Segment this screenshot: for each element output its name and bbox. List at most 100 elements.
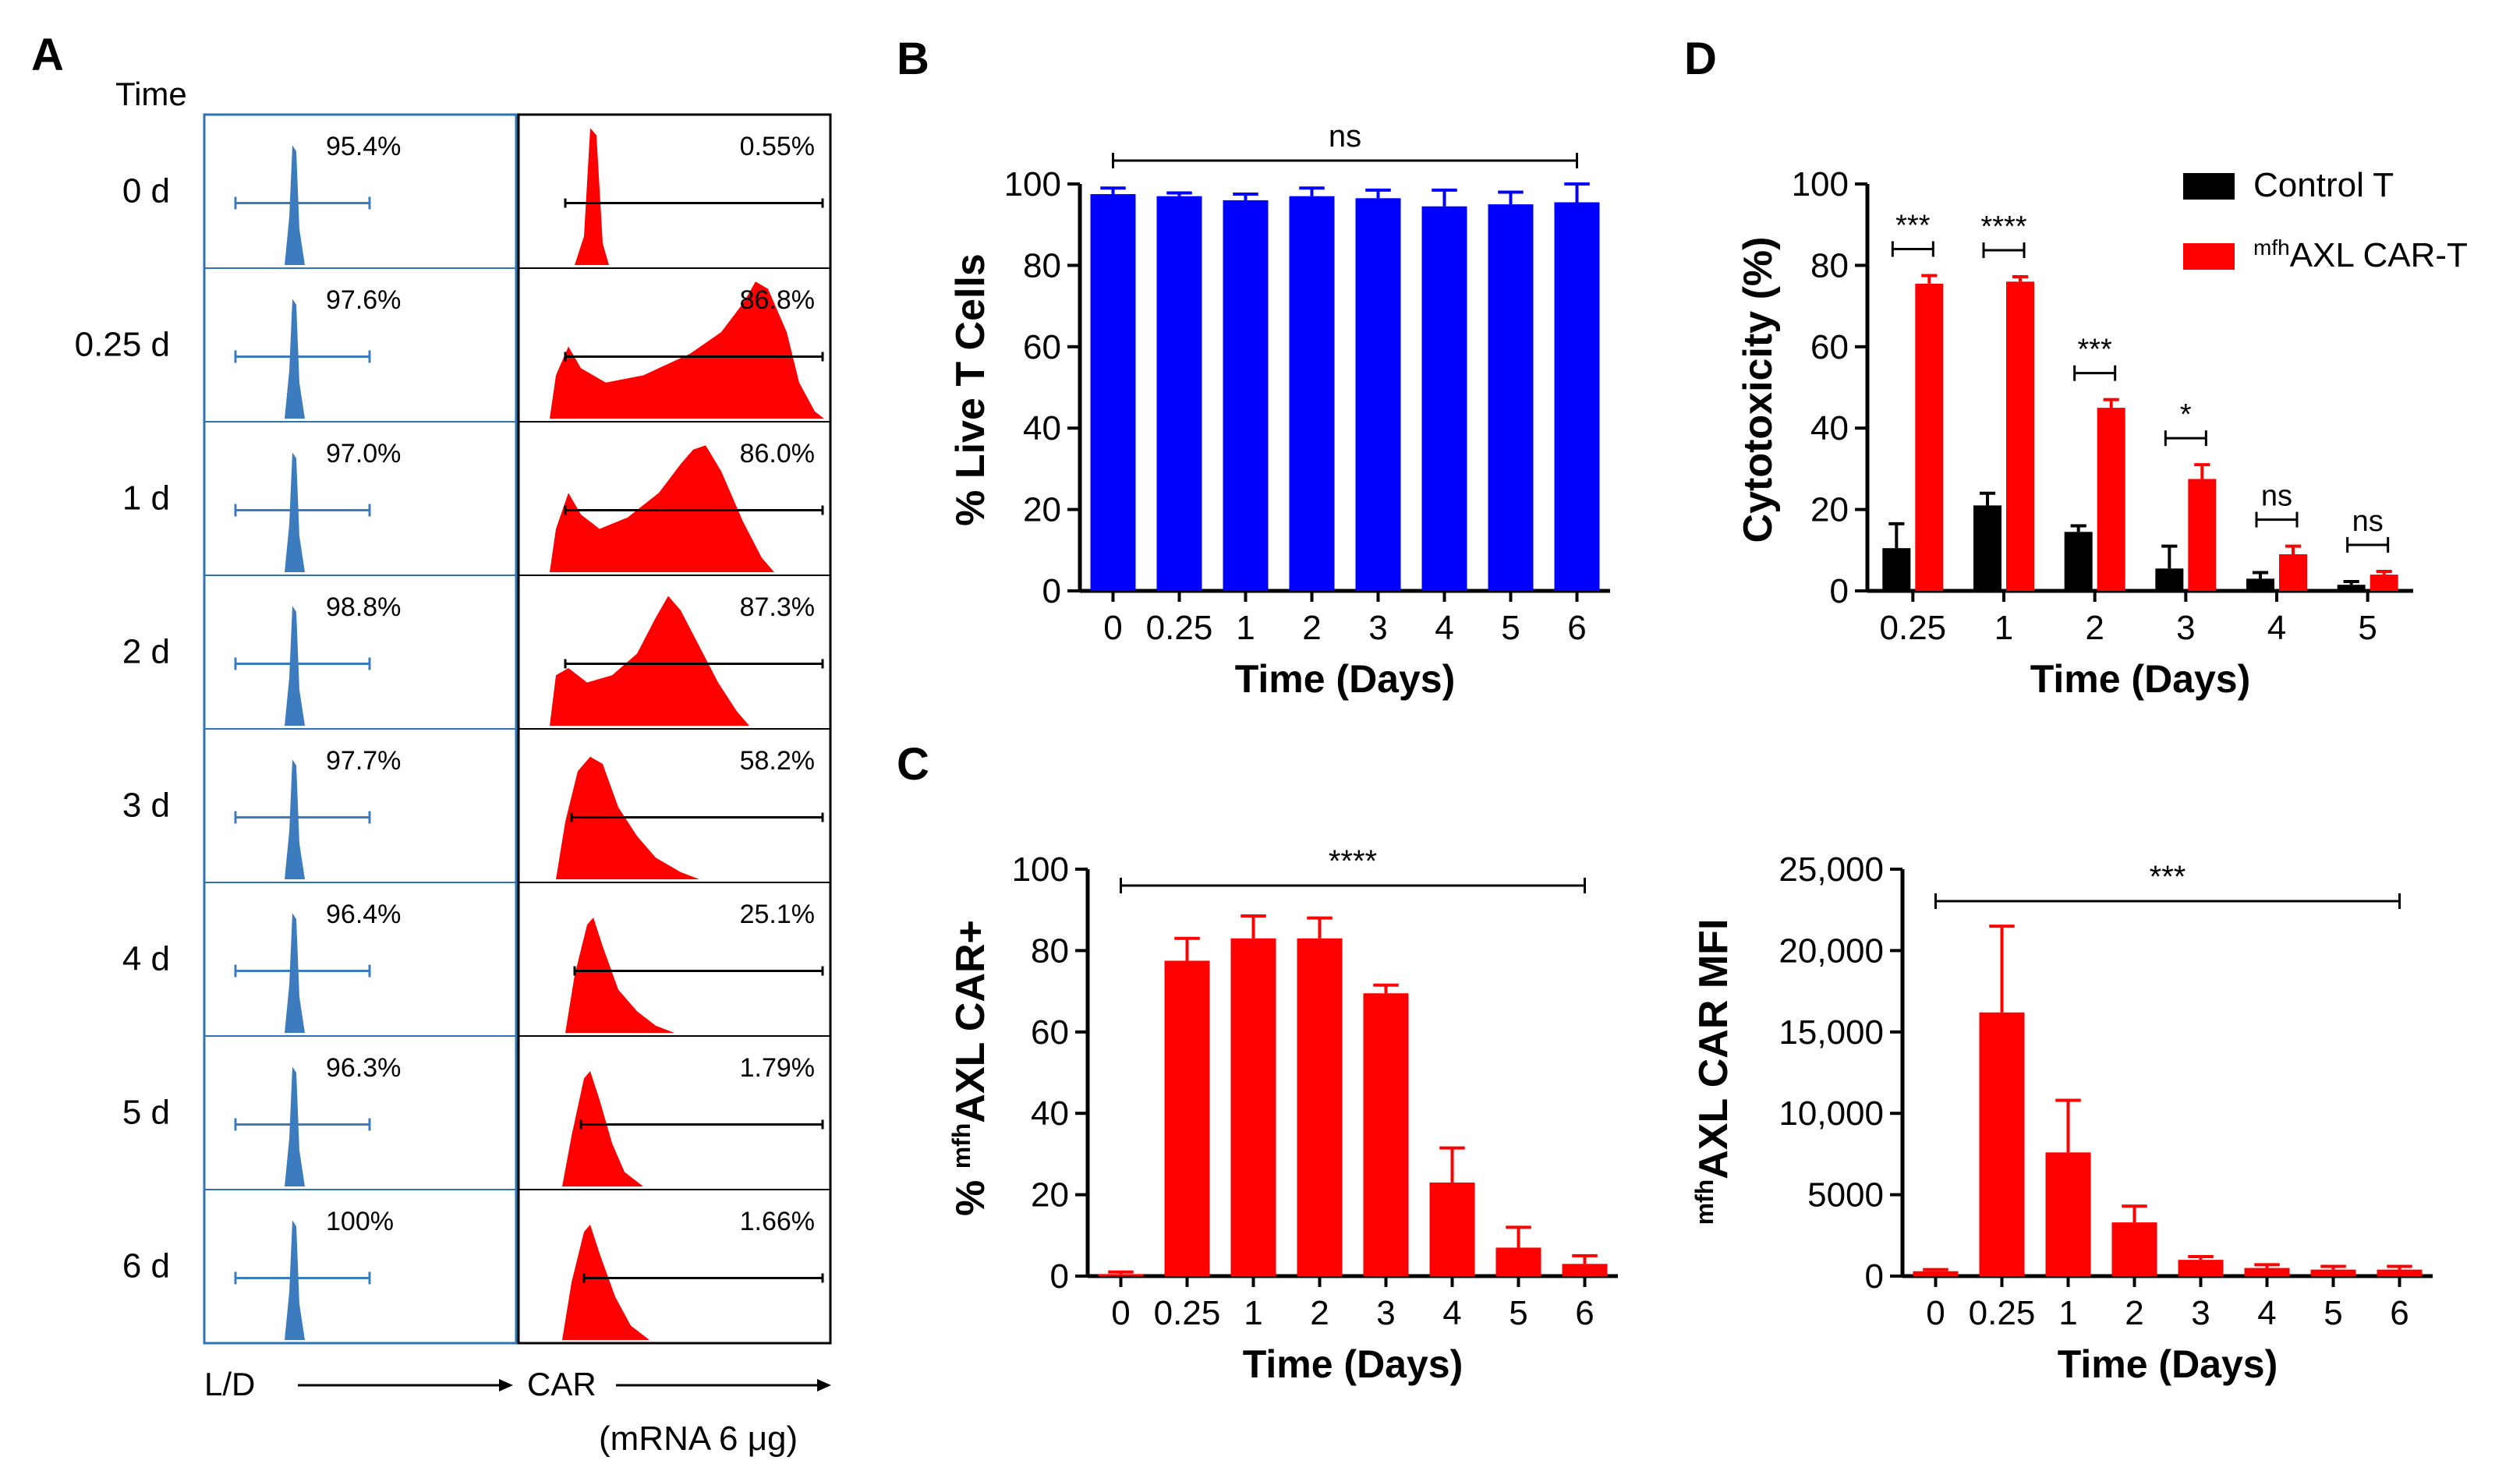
bar — [2188, 479, 2217, 591]
time-label: 6 d — [122, 1247, 170, 1285]
x-tick-label: 0.25 — [1969, 1294, 2036, 1332]
bar — [1156, 196, 1202, 591]
x-tick-label: 2 — [1310, 1294, 1329, 1332]
y-tick-label: 20 — [1023, 491, 1061, 529]
x-tick-label: 1 — [2058, 1294, 2077, 1332]
bar — [1495, 1247, 1541, 1276]
car-histogram — [562, 1225, 649, 1340]
bar — [1098, 1274, 1144, 1276]
y-tick-label: 40 — [1031, 1094, 1069, 1133]
x-tick-label: 1 — [1244, 1294, 1262, 1332]
x-tick-label: 6 — [2390, 1294, 2409, 1332]
ld-gate-percent: 96.4% — [326, 900, 401, 929]
y-tick-label: 25,000 — [1779, 850, 1884, 889]
ld-axis-label: L/D — [204, 1366, 255, 1402]
bar — [1562, 1264, 1608, 1276]
car-histogram — [565, 918, 674, 1033]
bar — [1223, 200, 1269, 591]
x-tick-label: 5 — [2324, 1294, 2342, 1332]
y-tick-label: 80 — [1810, 246, 1849, 285]
y-tick-label: 0 — [1830, 572, 1849, 610]
bar — [1355, 198, 1401, 591]
y-axis-title: % mfhAXL CAR+ — [947, 920, 993, 1216]
bar — [1164, 960, 1210, 1276]
ld-histogram — [285, 452, 305, 572]
bar — [1090, 194, 1136, 592]
y-tick-label: 100 — [1012, 850, 1069, 889]
significance-label: *** — [2077, 334, 2112, 366]
y-axis-title: mfhAXL CAR MFI — [1690, 919, 1736, 1225]
axis-title-part: AXL CAR MFI — [1691, 919, 1736, 1179]
car-histogram — [550, 281, 824, 419]
panel-b-letter: B — [897, 34, 929, 84]
x-axis-title: Time (Days) — [2030, 657, 2251, 701]
x-tick-label: 4 — [2267, 609, 2286, 647]
car-gate-percent: 25.1% — [740, 900, 815, 929]
bar — [1289, 196, 1335, 591]
bar — [2279, 554, 2307, 591]
panel-a: A Time 0 d 95.4% 0.55% 0.25 d 97.6% 86.8% 1 d 9… — [31, 30, 832, 1458]
y-tick-label: 40 — [1810, 409, 1849, 447]
car-histogram — [562, 1071, 643, 1186]
ld-histogram — [285, 1220, 305, 1340]
y-tick-label: 5000 — [1807, 1176, 1884, 1215]
bar — [1421, 206, 1467, 591]
bar — [2097, 408, 2125, 591]
ld-histogram — [285, 1066, 305, 1186]
x-tick-label: 2 — [2125, 1294, 2143, 1332]
y-tick-label: 80 — [1023, 246, 1061, 285]
bar — [2045, 1152, 2091, 1276]
time-column-header: Time — [115, 76, 187, 112]
y-tick-label: 60 — [1023, 328, 1061, 366]
bar — [2310, 1269, 2356, 1276]
panel-d-letter: D — [1684, 34, 1717, 84]
bar — [2111, 1222, 2157, 1276]
bar — [1973, 505, 2001, 591]
x-tick-label: 5 — [1509, 1294, 1527, 1332]
bar — [1915, 283, 1944, 591]
time-label: 0.25 d — [75, 326, 170, 364]
chart-b-live-t-cells: 0 20 40 60 80 100 0 0.25 1 2 3 4 5 6 Time (Days) % Live… — [948, 119, 1610, 701]
significance-label: * — [2180, 398, 2192, 431]
x-axis-title: Time (Days) — [1235, 657, 1456, 701]
x-tick-label: 4 — [2257, 1294, 2276, 1332]
car-axis-label: CAR — [527, 1366, 596, 1402]
bar — [1554, 202, 1600, 591]
significance-label: ns — [1329, 119, 1361, 154]
x-tick-label: 0 — [1103, 609, 1122, 647]
car-histogram — [556, 756, 699, 879]
legend-label-text: Control T — [2253, 166, 2394, 204]
y-tick-label: 0 — [1042, 572, 1061, 610]
significance-label: *** — [2150, 860, 2186, 894]
x-tick-label: 3 — [1376, 1294, 1395, 1332]
x-axis-title: Time (Days) — [2058, 1342, 2278, 1386]
ld-gate-percent: 96.3% — [326, 1053, 401, 1083]
ld-histogram — [285, 606, 305, 726]
x-tick-label: 3 — [2176, 609, 2195, 647]
y-tick-label: 20 — [1031, 1176, 1069, 1215]
ld-histogram — [285, 145, 305, 265]
chart-d-cytotoxicity: 0 20 40 60 80 100 0.25 1 2 3 4 5 Time (Days) Cytotoxi… — [1736, 165, 2468, 701]
bar — [2337, 585, 2366, 591]
x-tick-label: 5 — [1501, 609, 1520, 647]
y-axis-title: % Live T Cells — [948, 253, 993, 526]
y-tick-label: 100 — [1004, 165, 1061, 203]
x-tick-label: 3 — [1368, 609, 1387, 647]
significance-label: **** — [1329, 844, 1377, 879]
x-tick-label: 0 — [1926, 1294, 1945, 1332]
y-tick-label: 60 — [1031, 1013, 1069, 1052]
significance-label: ns — [2261, 480, 2292, 513]
ld-gate-percent: 100% — [326, 1207, 394, 1236]
y-tick-label: 100 — [1792, 165, 1849, 203]
bar — [2006, 281, 2034, 591]
x-tick-label: 0 — [1111, 1294, 1130, 1332]
x-tick-label: 1 — [1236, 609, 1255, 647]
significance-label: *** — [1895, 209, 1931, 242]
car-arrowhead — [817, 1379, 831, 1391]
axis-title-superscript: mfh — [947, 1123, 975, 1169]
ld-histogram — [285, 299, 305, 419]
y-tick-label: 10,000 — [1779, 1094, 1884, 1133]
ld-gate-percent: 98.8% — [326, 592, 401, 622]
car-gate-percent: 58.2% — [740, 746, 815, 776]
